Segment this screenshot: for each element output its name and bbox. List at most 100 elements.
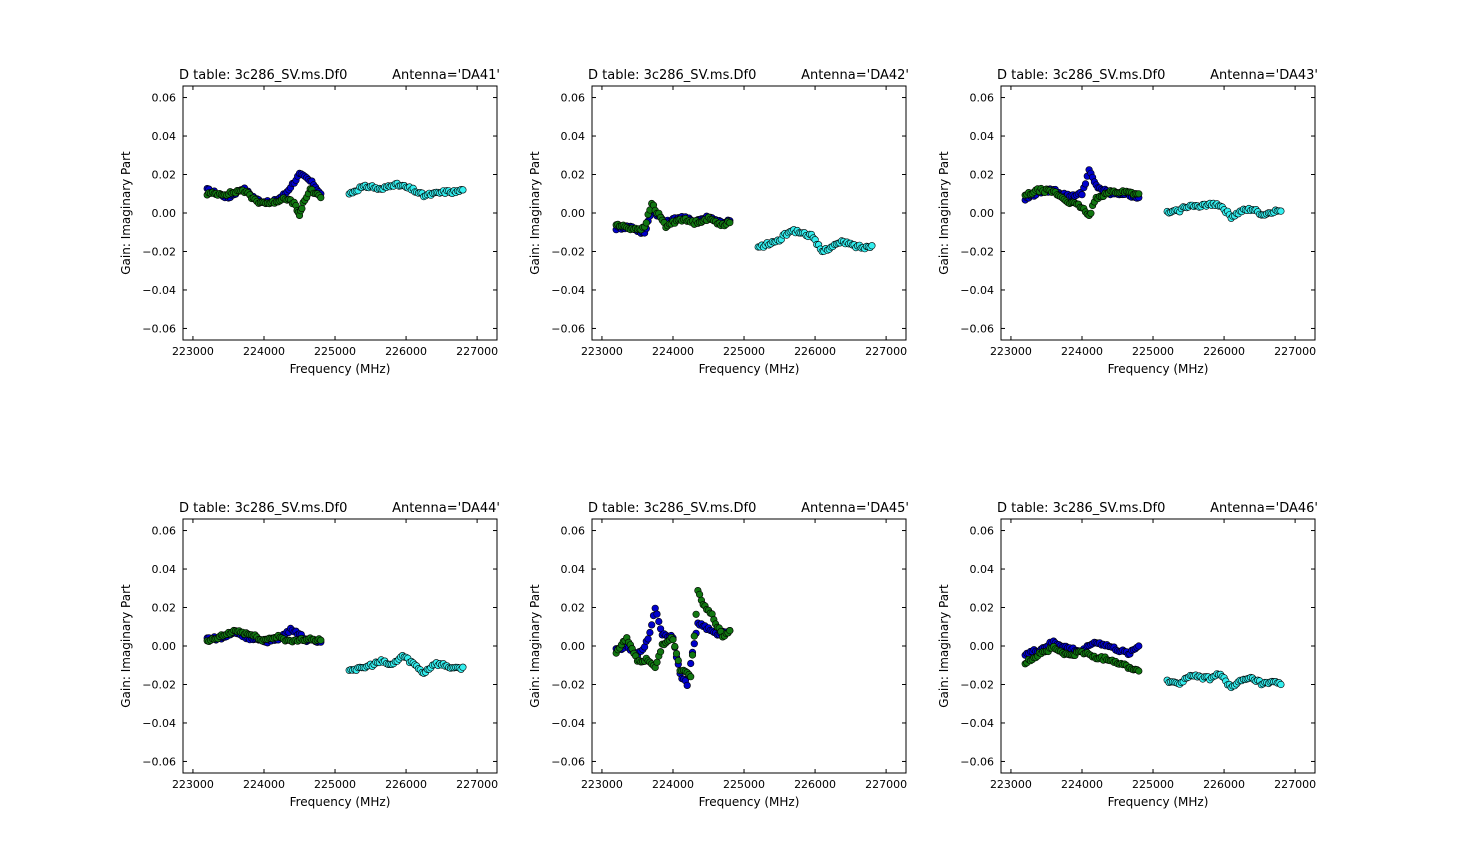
y-tick-label: −0.04	[551, 717, 585, 730]
data-point	[669, 635, 677, 644]
y-tick-label: −0.06	[142, 755, 176, 768]
y-axis-label: Gain: Imaginary Part	[937, 584, 951, 708]
panel-4: 223000 224000 225000 226000 227000 −0.06 −0.04…	[119, 501, 500, 809]
y-tick-label: 0.00	[970, 207, 995, 220]
x-tick-label: 226000	[1203, 345, 1245, 358]
y-tick-label: −0.04	[142, 284, 176, 297]
panel-antenna: Antenna='DA41'	[392, 68, 500, 83]
data-point	[695, 590, 704, 599]
data-point	[644, 635, 652, 643]
panel-title: D table: 3c286_SV.ms.Df0	[588, 68, 756, 83]
panel-5: 223000 224000 225000 226000 227000 −0.06 −0.04…	[528, 501, 909, 809]
y-tick-label: −0.06	[960, 322, 994, 335]
y-tick-label: 0.04	[152, 563, 177, 576]
data-point	[692, 610, 700, 618]
x-tick-label: 223000	[990, 778, 1032, 791]
y-tick-label: 0.06	[152, 525, 177, 538]
data-point	[726, 626, 734, 635]
panel-2: 223000 224000 225000 226000 227000 −0.06 −0.04…	[528, 68, 909, 376]
x-tick-label: 227000	[865, 778, 907, 791]
y-tick-label: 0.04	[152, 130, 177, 143]
data-point	[690, 632, 698, 640]
y-axis-label: Gain: Imaginary Part	[119, 584, 133, 708]
scatter-points	[612, 586, 734, 690]
y-tick-label: −0.02	[551, 245, 585, 258]
data-point	[642, 219, 650, 227]
x-tick-label: 225000	[314, 778, 356, 791]
data-point	[690, 640, 698, 648]
x-axis-label: Frequency (MHz)	[699, 362, 800, 376]
y-axis-label: Gain: Imaginary Part	[528, 584, 542, 708]
data-point	[646, 628, 654, 637]
x-tick-label: 226000	[385, 778, 427, 791]
y-tick-label: 0.02	[561, 602, 586, 615]
x-tick-label: 223000	[581, 345, 623, 358]
y-tick-label: 0.04	[970, 130, 995, 143]
data-point	[687, 673, 695, 681]
y-tick-label: 0.06	[970, 92, 995, 105]
x-tick-label: 224000	[1061, 778, 1103, 791]
x-tick-label: 226000	[1203, 778, 1245, 791]
y-tick-label: −0.06	[142, 322, 176, 335]
y-axis-label: Gain: Imaginary Part	[119, 151, 133, 275]
x-axis-label: Frequency (MHz)	[290, 362, 391, 376]
y-tick-label: 0.00	[561, 640, 586, 653]
panel-1: 223000 224000 225000 226000 227000 −0.06 −0.04…	[119, 68, 500, 376]
y-tick-label: 0.04	[561, 130, 586, 143]
data-point	[459, 186, 467, 194]
y-tick-label: 0.04	[561, 563, 586, 576]
y-tick-label: 0.00	[152, 207, 177, 220]
data-point	[1081, 180, 1090, 188]
x-tick-label: 227000	[456, 778, 498, 791]
x-tick-label: 226000	[385, 345, 427, 358]
x-axis-label: Frequency (MHz)	[1108, 362, 1209, 376]
y-tick-label: 0.06	[970, 525, 995, 538]
y-tick-label: −0.02	[960, 678, 994, 691]
y-tick-label: 0.06	[561, 92, 586, 105]
data-point	[648, 621, 656, 629]
y-tick-label: −0.06	[960, 755, 994, 768]
panel-antenna: Antenna='DA43'	[1210, 68, 1318, 83]
x-tick-label: 223000	[172, 345, 214, 358]
y-tick-label: 0.06	[152, 92, 177, 105]
data-point	[317, 636, 325, 644]
data-point	[1135, 190, 1143, 198]
x-tick-label: 224000	[243, 778, 285, 791]
x-tick-label: 223000	[172, 778, 214, 791]
data-point	[1135, 642, 1143, 650]
panel-title: D table: 3c286_SV.ms.Df0	[997, 501, 1165, 516]
y-tick-label: 0.02	[152, 602, 177, 615]
panel-title: D table: 3c286_SV.ms.Df0	[179, 501, 347, 516]
y-tick-label: −0.02	[960, 245, 994, 258]
scatter-points	[1021, 166, 1285, 222]
data-point	[1135, 667, 1143, 675]
panel-3: 223000 224000 225000 226000 227000 −0.06 −0.04…	[937, 68, 1318, 376]
panel-antenna: Antenna='DA46'	[1210, 501, 1318, 516]
plot-frame	[591, 518, 907, 774]
data-point	[674, 656, 682, 665]
data-point	[317, 194, 325, 202]
x-tick-label: 223000	[581, 778, 623, 791]
y-tick-label: −0.02	[142, 245, 176, 258]
panel-title: D table: 3c286_SV.ms.Df0	[588, 501, 756, 516]
y-tick-label: 0.00	[561, 207, 586, 220]
scatter-points	[203, 624, 467, 677]
x-axis-label: Frequency (MHz)	[699, 795, 800, 809]
data-point	[671, 642, 679, 651]
y-tick-label: 0.06	[561, 525, 586, 538]
y-tick-label: 0.04	[970, 563, 995, 576]
x-tick-label: 227000	[1274, 345, 1316, 358]
plot-frame	[182, 85, 498, 341]
data-point	[868, 242, 876, 250]
x-tick-label: 224000	[652, 778, 694, 791]
panel-antenna: Antenna='DA42'	[801, 68, 909, 83]
y-tick-label: 0.02	[152, 169, 177, 182]
x-tick-label: 225000	[723, 778, 765, 791]
x-tick-label: 227000	[865, 345, 907, 358]
data-point	[655, 617, 663, 626]
y-tick-label: −0.02	[142, 678, 176, 691]
panel-title: D table: 3c286_SV.ms.Df0	[997, 68, 1165, 83]
data-point	[1078, 191, 1086, 199]
plot-frame	[182, 518, 498, 774]
